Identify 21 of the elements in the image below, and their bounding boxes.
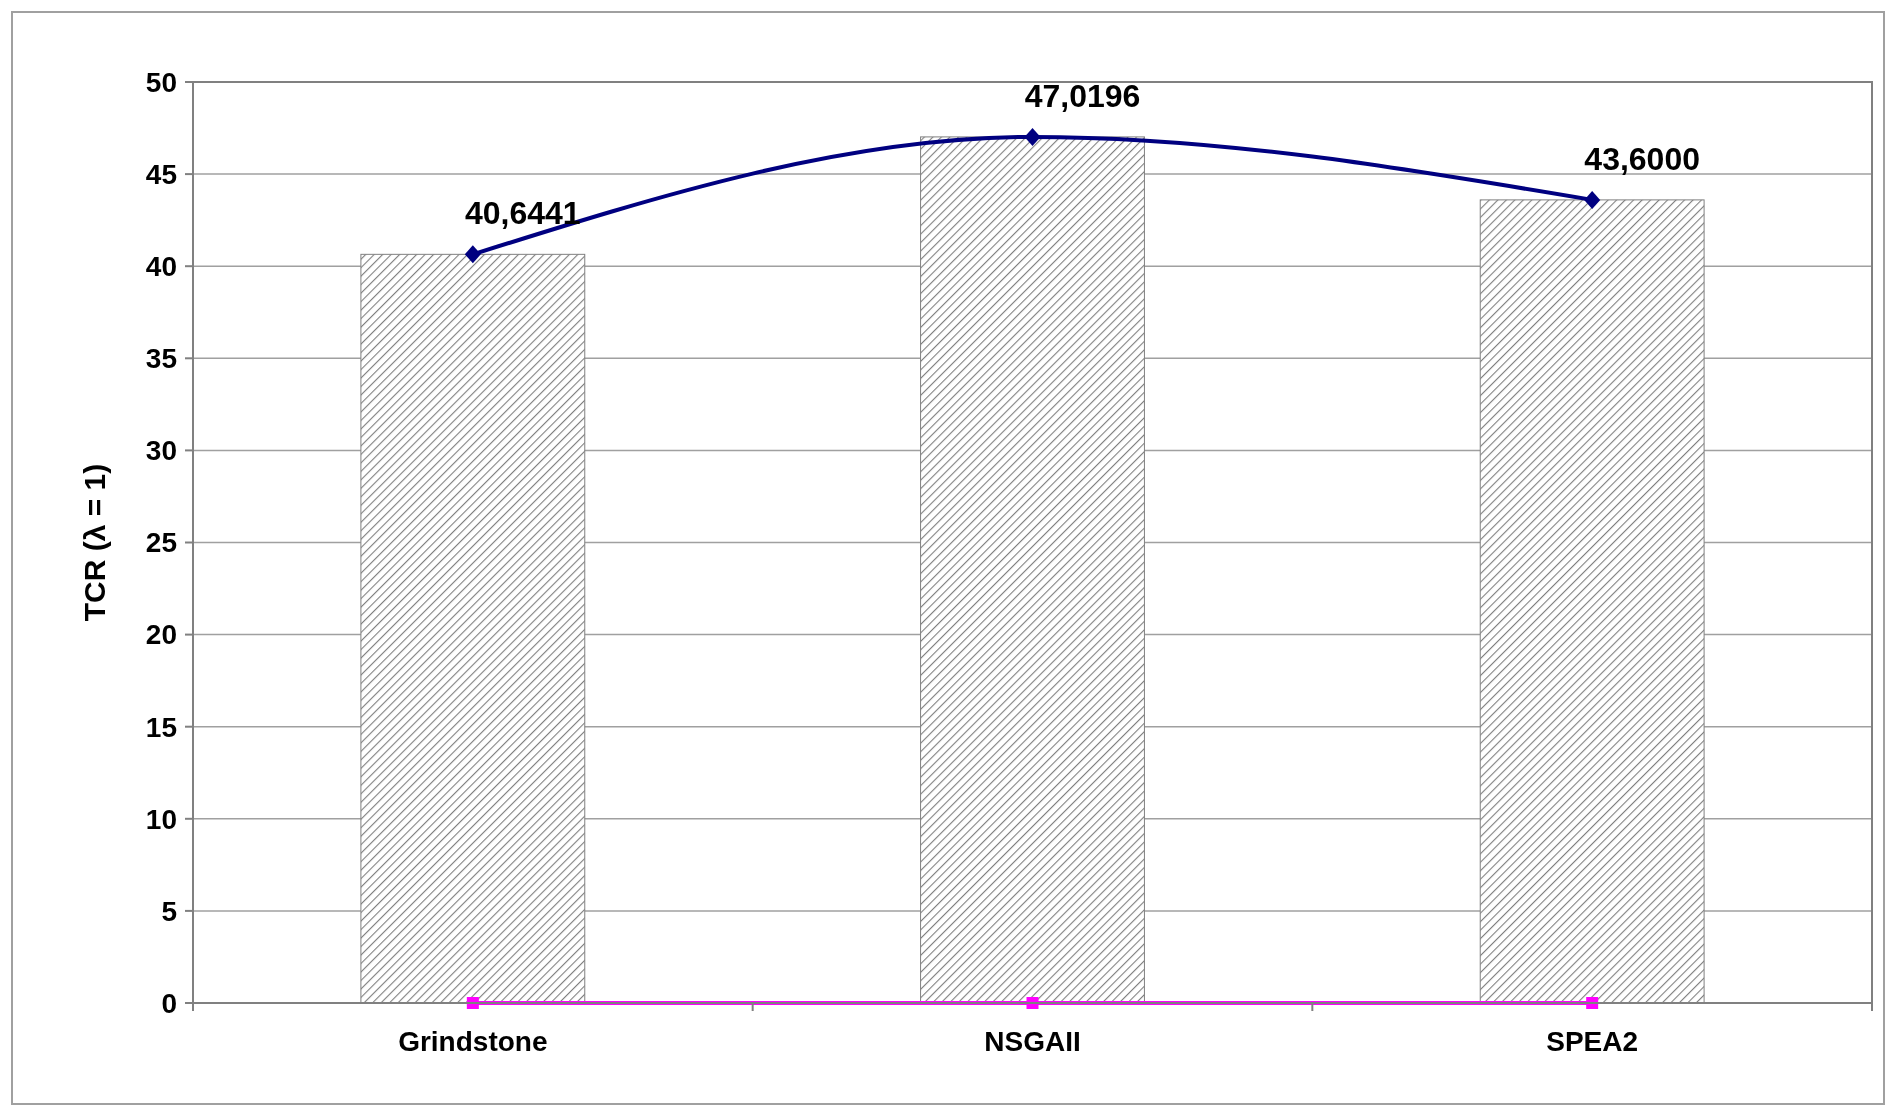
y-axis-title: TCR (λ = 1) xyxy=(78,463,111,622)
y-tick-label: 30 xyxy=(145,435,177,467)
y-tick-label: 20 xyxy=(145,619,177,651)
y-tick-label: 25 xyxy=(145,527,177,559)
data-label: 40,6441 xyxy=(465,195,581,232)
x-tick-label: SPEA2 xyxy=(1546,1026,1639,1057)
y-tick-label: 0 xyxy=(161,987,177,1019)
x-tick-label: Grindstone xyxy=(398,1026,548,1057)
data-label: 43,6000 xyxy=(1584,140,1700,177)
y-tick-label: 10 xyxy=(145,803,177,835)
point xyxy=(464,245,481,264)
point xyxy=(1584,190,1601,209)
y-tick-label: 40 xyxy=(145,251,177,282)
y-tick-label: 50 xyxy=(145,66,177,98)
y-tick-label: 35 xyxy=(145,343,177,375)
x-tick-label: NSGAII xyxy=(984,1026,1081,1057)
point xyxy=(1024,127,1041,146)
y-tick-label: 45 xyxy=(145,158,177,190)
data-label: 47,0196 xyxy=(1024,77,1141,114)
y-tick-label: 5 xyxy=(161,895,177,927)
y-tick-label: 15 xyxy=(145,711,177,743)
